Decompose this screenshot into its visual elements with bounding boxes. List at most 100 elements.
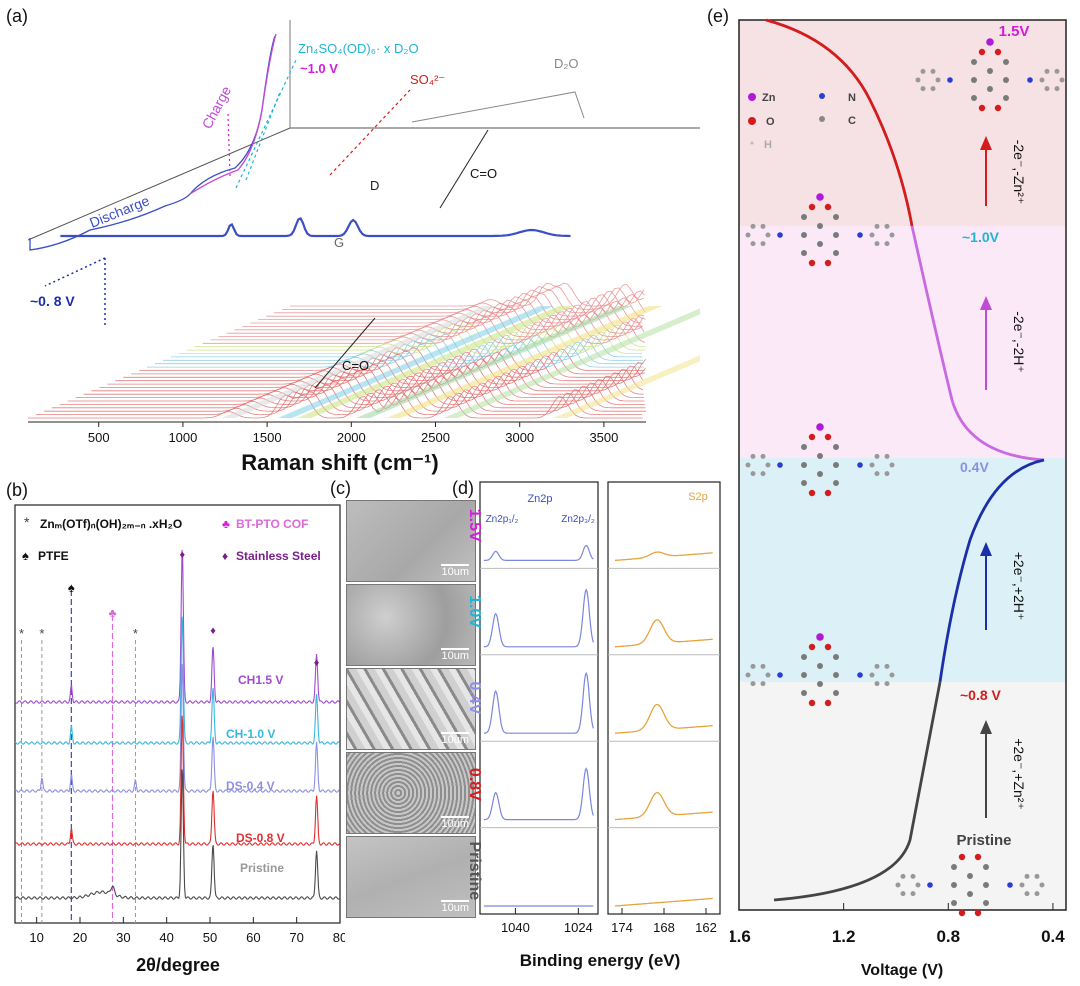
xrd-markers: * * * ♠ ♣ ♦ ♦ ♦	[19, 549, 320, 669]
voltage-xticks: 1.6 1.2 0.8 0.4	[730, 903, 1065, 946]
molecule-side-carbon	[920, 68, 926, 74]
molecule-nitrogen	[777, 462, 783, 468]
molecule-oxygen	[808, 699, 816, 707]
xrd-label-ds08: DS-0.8 V	[236, 831, 285, 845]
molecule-side-carbon	[1054, 68, 1060, 74]
sem-image: 10um	[346, 836, 476, 918]
molecule-side-carbon	[750, 223, 756, 229]
level-10v: ~1.0V	[962, 229, 1000, 245]
panel-label-b: (b)	[6, 480, 28, 500]
molecule-oxygen	[824, 433, 832, 441]
raman-blue-spectrum	[60, 216, 571, 238]
co-top-label: C=O	[470, 166, 497, 181]
xrd-steel-marker: ♦	[179, 549, 185, 561]
atom-h-label: H	[764, 139, 772, 151]
xrd-x-label: 2θ/degree	[136, 955, 220, 975]
molecule-oxygen	[974, 853, 982, 861]
raman-peak-band	[277, 306, 554, 418]
step2-label: +2e⁻,+2H⁺	[1011, 552, 1027, 621]
discharge-label: Discharge	[87, 192, 152, 231]
molecule-oxygen	[824, 699, 832, 707]
molecule-oxygen	[974, 909, 982, 917]
dash-zn-species-2	[245, 91, 281, 181]
molecule-oxygen	[808, 433, 816, 441]
molecule-side-carbon	[750, 471, 756, 477]
xps-s-xtick-label: 174	[611, 920, 633, 935]
peak-g-label: G	[334, 235, 344, 250]
raman-peaks	[221, 306, 700, 418]
molecule-side-carbon	[874, 471, 880, 477]
raman-x-label: Raman shift (cm⁻¹)	[241, 450, 438, 475]
xrd-xtick-label: 30	[116, 930, 130, 945]
raman-back-frame	[27, 127, 700, 241]
xps-row-label: 0.8V	[466, 768, 483, 801]
raman-ridge-line	[155, 340, 644, 365]
molecule-carbon	[833, 214, 839, 220]
xrd-xtick-label: 40	[159, 930, 173, 945]
molecule-side-carbon	[760, 681, 766, 687]
molecule-nitrogen	[857, 462, 863, 468]
molecule-side-carbon	[1054, 86, 1060, 92]
sem-image: 10um	[346, 752, 476, 834]
raman-xtick-label: 1500	[253, 430, 282, 445]
xrd-steel-marker: ♦	[210, 625, 216, 637]
xrd-zn-marker: *	[39, 626, 44, 641]
molecule-carbon	[801, 250, 807, 256]
sem-scale-bar: 10um	[441, 900, 469, 914]
molecule-carbon	[801, 214, 807, 220]
raman-ridge-line	[274, 289, 645, 314]
molecule-carbon	[817, 453, 823, 459]
molecule-zinc	[816, 193, 824, 201]
molecule-oxygen	[978, 48, 986, 56]
molecule-zinc	[986, 38, 994, 46]
molecule-carbon	[833, 654, 839, 660]
sem-scale-bar: 10um	[441, 816, 469, 830]
sem-scale-bar: 10um	[441, 648, 469, 662]
molecule-carbon	[801, 444, 807, 450]
molecule-side-carbon	[889, 232, 895, 238]
xrd-series-line	[14, 616, 340, 745]
molecule-oxygen	[824, 203, 832, 211]
molecule-carbon	[983, 864, 989, 870]
xps-row-label: 1.0V	[466, 595, 483, 628]
sem-scale-bar: 10um	[441, 564, 469, 578]
charge-label: Charge	[199, 83, 235, 131]
molecule-carbon	[987, 68, 993, 74]
molecule-side-carbon	[915, 882, 921, 888]
molecule-side-carbon	[760, 453, 766, 459]
raman-ridge-line	[107, 360, 643, 385]
molecule-side-carbon	[1044, 86, 1050, 92]
xps-s-line	[614, 703, 713, 734]
molecule-side-carbon	[1039, 882, 1045, 888]
molecule-carbon	[833, 690, 839, 696]
molecule-oxygen	[824, 259, 832, 267]
molecule-side-carbon	[1024, 891, 1030, 897]
molecule-carbon	[971, 77, 977, 83]
molecule-oxygen	[958, 853, 966, 861]
molecule-side-carbon	[1034, 891, 1040, 897]
xps-chart: Zn2p Zn2p₁/₂ Zn2p₃/₂ S2p 1.5V 1.0V 0.4V 0.8…	[466, 481, 721, 970]
voltage-frame	[738, 19, 1067, 911]
arrow-step4-head	[980, 136, 992, 150]
atom-c-dot	[819, 116, 825, 122]
molecule-nitrogen	[947, 77, 953, 83]
molecule-carbon	[801, 690, 807, 696]
molecule-side-carbon	[1024, 873, 1030, 879]
molecule	[915, 38, 1065, 112]
molecule-side-carbon	[930, 68, 936, 74]
molecule-side-carbon	[745, 232, 751, 238]
molecule-side-carbon	[1019, 882, 1025, 888]
molecule-side-carbon	[874, 241, 880, 247]
raman-ridge-line	[210, 316, 645, 341]
dash-so4	[329, 89, 411, 176]
xrd-series	[14, 549, 340, 900]
molecule-side-carbon	[884, 471, 890, 477]
molecule-nitrogen	[857, 232, 863, 238]
molecule-carbon	[817, 663, 823, 669]
xps-zn-xtick-label: 1040	[501, 920, 530, 935]
xps-zn-xtick-label: 1024	[564, 920, 593, 935]
molecule-oxygen	[808, 643, 816, 651]
molecule-side-carbon	[900, 891, 906, 897]
molecule-oxygen	[978, 104, 986, 112]
xrd-xtick-label: 50	[203, 930, 217, 945]
